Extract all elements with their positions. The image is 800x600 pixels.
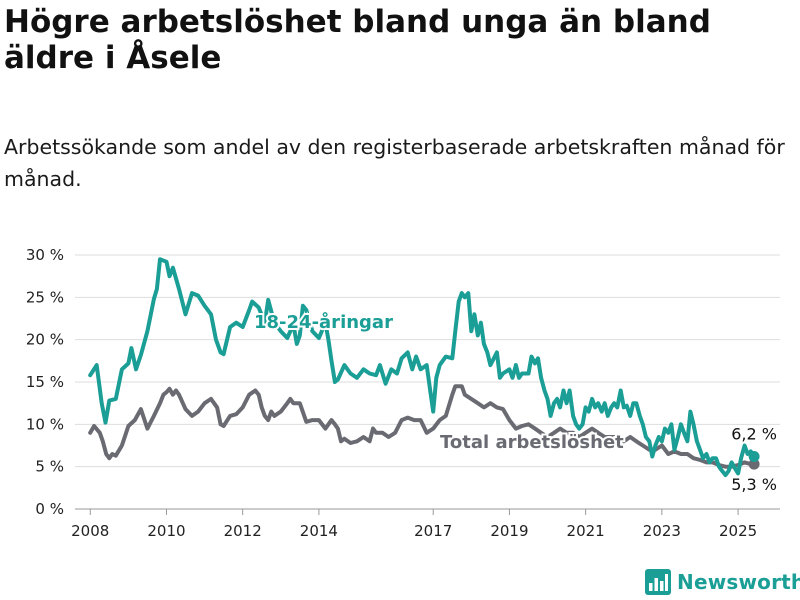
series-line-total — [88, 384, 757, 469]
x-tick-label: 2025 — [719, 522, 757, 540]
x-tick-label: 2017 — [414, 522, 452, 540]
x-tick-label: 2021 — [567, 522, 605, 540]
x-tick-label: 2019 — [490, 522, 528, 540]
end-label-youth: 6,2 % — [731, 425, 777, 444]
series-label-youth: 18-24-åringar — [254, 311, 393, 333]
brand-name: Newsworthy — [677, 570, 800, 594]
y-tick-label: 25 % — [26, 288, 64, 306]
annotations: 18-24-åringar Total arbetslöshet — [252, 309, 626, 455]
y-tick-label: 15 % — [26, 373, 64, 391]
series-label-total: Total arbetslöshet — [440, 432, 624, 453]
y-tick-label: 20 % — [26, 331, 64, 349]
y-axis-ticks: 0 % 5 % 10 % 15 % 20 % 25 % 30 % — [26, 246, 64, 518]
end-dot-total — [748, 458, 760, 470]
chart-title: Högre arbetslöshet bland unga än bland ä… — [4, 4, 711, 76]
x-tick-label: 2012 — [224, 522, 262, 540]
newsworthy-logo-icon — [645, 569, 671, 595]
end-dot-youth — [748, 451, 760, 463]
chart-subtitle: Arbetssökande som andel av den registerb… — [4, 135, 785, 191]
brand-logo[interactable]: Newsworthy — [645, 568, 800, 596]
gridlines — [75, 254, 780, 510]
x-axis-ticks: 2008 2010 2012 2014 2017 2019 2021 2023 2025 — [71, 509, 757, 540]
end-label-total: 5,3 % — [731, 475, 777, 494]
x-tick-label: 2010 — [147, 522, 185, 540]
series-lines — [88, 257, 757, 478]
y-tick-label: 30 % — [26, 246, 64, 264]
y-tick-label: 10 % — [26, 415, 64, 433]
x-tick-label: 2023 — [643, 522, 681, 540]
y-tick-label: 5 % — [35, 458, 64, 476]
x-tick-label: 2008 — [71, 522, 109, 540]
end-labels: 6,2 % 5,3 % — [731, 425, 777, 495]
y-tick-label: 0 % — [35, 500, 64, 518]
x-tick-label: 2014 — [300, 522, 338, 540]
series-line-youth — [88, 257, 757, 478]
